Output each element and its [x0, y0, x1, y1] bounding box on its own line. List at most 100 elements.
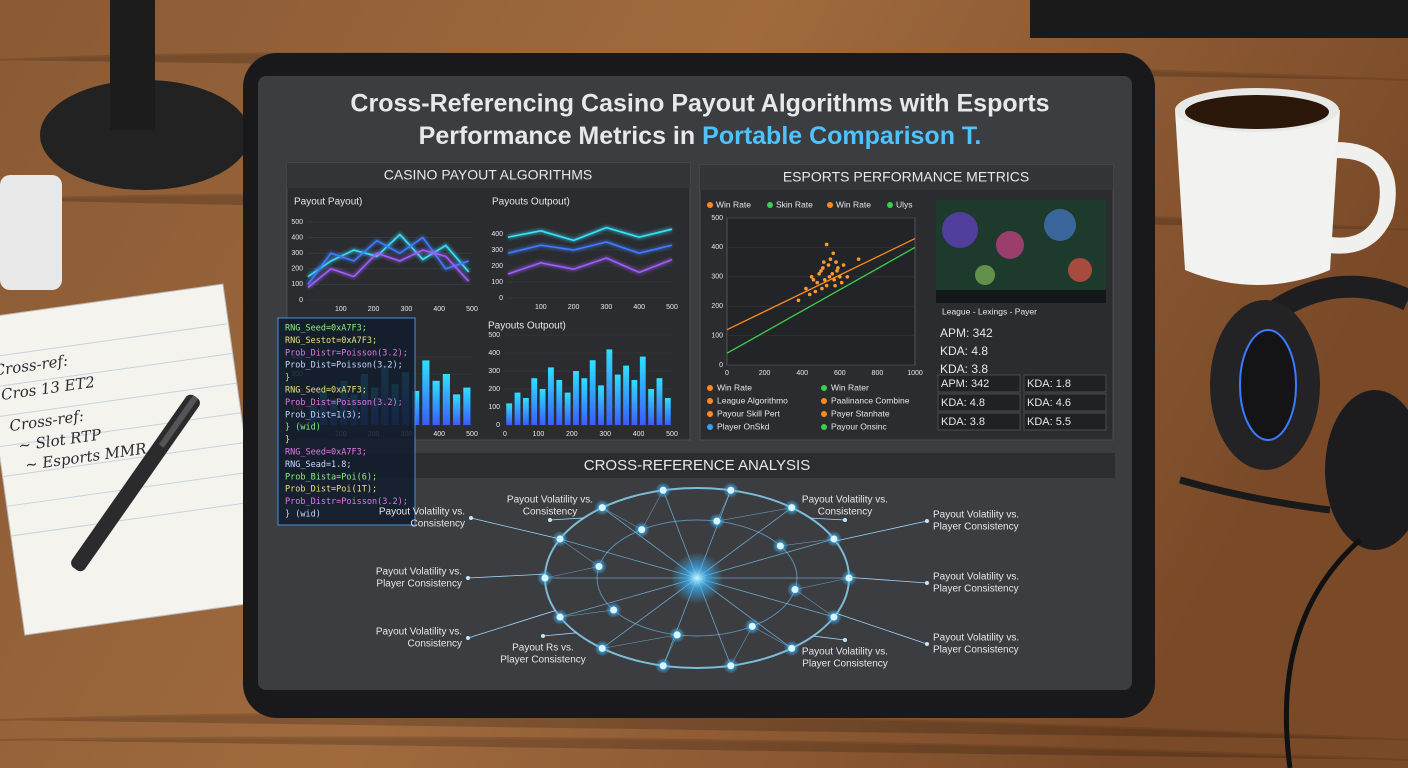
network-node: [727, 662, 735, 670]
code-line: Prob_Distr=Poisson(3.2);: [285, 348, 408, 358]
x-tick-label: 400: [433, 306, 445, 313]
game-figure: [1044, 209, 1076, 241]
x-tick-label: 100: [335, 306, 347, 313]
network-node: [659, 486, 667, 494]
code-line: RNG_Seed=0xA7F3;: [285, 448, 367, 458]
network-edge: [780, 538, 834, 547]
legend-dot: [767, 202, 773, 208]
y-tick-label: 100: [291, 281, 303, 288]
bar: [589, 360, 596, 425]
x-tick-label: 600: [834, 370, 846, 377]
y-tick-label: 200: [291, 266, 303, 273]
title-highlight: Portable Comparison T.: [702, 122, 981, 150]
leader-line: [470, 517, 561, 540]
network-node: [610, 606, 618, 614]
bar: [422, 360, 430, 425]
analysis-label: Payout Volatility vs.: [802, 495, 888, 506]
bar: [606, 349, 613, 425]
bar: [639, 356, 646, 425]
scatter-point: [804, 286, 808, 291]
x-tick-label: 0: [503, 431, 507, 438]
leader-dot: [843, 518, 847, 522]
scatter-point: [807, 292, 812, 297]
network-node: [556, 535, 564, 543]
analysis-label: Consistency: [408, 639, 462, 650]
analysis-label: Payout Volatility vs.: [802, 647, 888, 658]
network-node: [598, 504, 606, 512]
panel-header: [287, 163, 690, 188]
y-tick-label: 200: [711, 303, 723, 310]
leader-dot: [541, 634, 545, 638]
game-figure: [996, 231, 1024, 259]
table-cell: [1023, 393, 1107, 412]
bar: [453, 394, 461, 425]
scatter-point: [813, 289, 818, 294]
bar: [648, 389, 655, 425]
legend-label: Win Rate: [836, 199, 871, 209]
panel-header: [700, 165, 1113, 190]
bar: [664, 398, 671, 425]
analysis-label: Payout Rs vs.: [512, 643, 574, 654]
table-cell: [937, 374, 1021, 393]
scatter-point: [831, 251, 836, 256]
legend-dot: [707, 398, 713, 404]
scatter-point: [824, 242, 829, 247]
y-tick-label: 500: [291, 219, 303, 226]
bar: [506, 403, 513, 425]
y-tick-label: 300: [491, 247, 503, 254]
line-series: [507, 257, 673, 275]
x-tick-label: 200: [566, 431, 578, 438]
bar: [623, 365, 629, 425]
lamp-pole: [110, 0, 155, 130]
legend-label: Win Rate: [717, 382, 752, 392]
legend-label: Player OnSkd: [717, 421, 770, 431]
code-line: Prob_Dist=1(3);: [285, 410, 362, 420]
y-tick-label: 200: [491, 263, 503, 270]
mug: [1175, 88, 1396, 285]
network-node: [727, 486, 735, 494]
legend-dot: [821, 385, 827, 391]
x-tick-label: 300: [401, 306, 413, 313]
bar: [581, 378, 588, 425]
network-node: [845, 574, 853, 582]
y-tick-label: 300: [711, 274, 723, 281]
game-hud: [936, 290, 1106, 303]
panel-heading: CROSS-REFERENCE ANALYSIS: [584, 457, 810, 474]
x-tick-label: 500: [466, 431, 478, 438]
scatter-point: [836, 266, 840, 270]
analysis-label: Payout Volatility vs.: [933, 572, 1019, 583]
analysis-label: Consistency: [411, 519, 465, 530]
line-series: [507, 241, 673, 255]
leader-line: [848, 576, 928, 584]
x-tick-label: 100: [533, 431, 545, 438]
scatter-point: [821, 266, 825, 270]
analysis-label: Player Consistency: [933, 584, 1019, 595]
code-line: Prob_Distr=Poisson(3.2);: [285, 497, 408, 507]
game-figure: [942, 212, 978, 248]
table-text: KDA: 4.8: [941, 397, 985, 409]
code-line: } (wid): [285, 510, 321, 520]
code-line: Prob_Dist=Poi(1T);: [285, 485, 377, 495]
x-tick-label: 500: [666, 431, 678, 438]
scatter-point: [824, 283, 829, 288]
network-node: [748, 622, 756, 630]
pen: [71, 394, 200, 572]
x-tick-label: 200: [568, 304, 580, 311]
leader-line: [813, 635, 846, 641]
scatter-point: [822, 277, 827, 282]
scatter-point: [811, 277, 816, 282]
bar: [556, 380, 563, 425]
x-tick-label: 300: [599, 431, 611, 438]
network-node: [673, 631, 681, 639]
analysis-label: Payout Volatility vs.: [376, 627, 462, 638]
bar: [412, 391, 420, 425]
scatter-point: [834, 260, 838, 264]
table-cell: [937, 412, 1021, 431]
scatter-point: [838, 275, 842, 279]
legend-dot: [707, 411, 713, 417]
bar: [514, 392, 521, 425]
leader-line: [542, 632, 577, 637]
network-center: [671, 552, 723, 604]
x-tick-label: 200: [368, 306, 380, 313]
